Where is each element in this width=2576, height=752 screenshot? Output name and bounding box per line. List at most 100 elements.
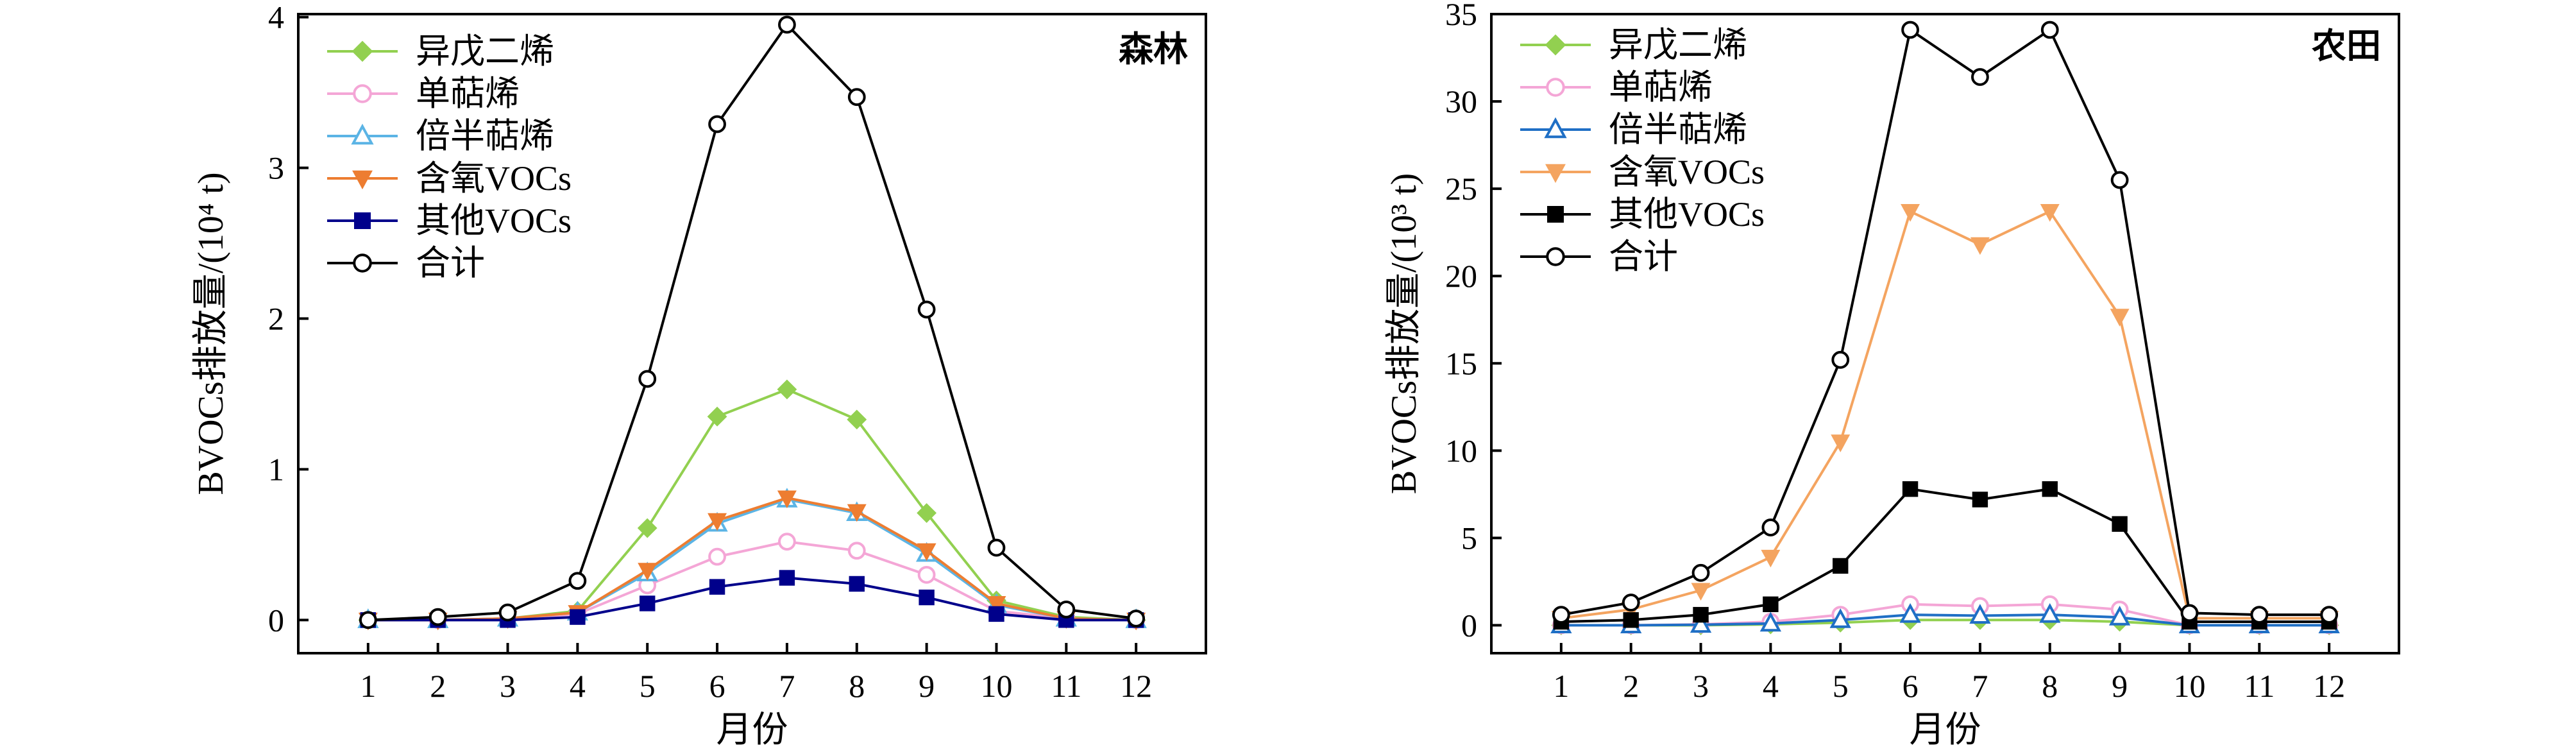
series-line: [368, 498, 1137, 622]
data-point: [2040, 204, 2060, 222]
y-tick-label: 0: [1461, 607, 1477, 643]
series-line: [368, 576, 1137, 622]
data-point: [568, 572, 587, 590]
data-point: [708, 547, 726, 566]
data-point: [359, 611, 377, 629]
data-point: [2320, 606, 2339, 624]
data-point: [1899, 602, 1921, 623]
y-tick-label: 15: [1445, 345, 1477, 381]
legend-marker: [1546, 78, 1565, 97]
data-point: [570, 609, 586, 625]
legend-marker: [1545, 164, 1566, 184]
y-tick-label: 30: [1445, 83, 1477, 119]
x-tick-label: 12: [1120, 668, 1152, 704]
data-point: [2042, 481, 2058, 497]
series-1: [358, 379, 1146, 630]
data-point: [1127, 610, 1146, 628]
y-axis-title: BVOCs排放量/(10⁴ t): [191, 172, 231, 495]
data-point: [1969, 604, 1991, 624]
data-point: [638, 370, 657, 388]
x-tick-label: 8: [2042, 668, 2058, 704]
legend-marker: [351, 123, 374, 145]
y-tick-label: 5: [1461, 520, 1477, 556]
legend-marker: [352, 170, 373, 190]
series-6: [1552, 21, 2339, 624]
x-tick-label: 6: [709, 668, 725, 704]
legend-label: 其他VOCs: [1609, 195, 1765, 234]
data-point: [917, 300, 936, 319]
series-3: [357, 488, 1147, 628]
data-point: [917, 503, 937, 523]
data-point: [1057, 600, 1076, 619]
data-point: [638, 563, 657, 581]
data-point: [707, 406, 727, 427]
data-point: [2108, 606, 2131, 626]
data-point: [709, 579, 725, 595]
x-tick-label: 12: [2313, 668, 2345, 704]
x-tick-label: 4: [570, 668, 586, 704]
data-point: [1970, 237, 1990, 255]
data-point: [640, 595, 656, 611]
legend-label: 合计: [416, 244, 485, 282]
data-point: [1829, 608, 1851, 628]
legend-label: 倍半萜烯: [1609, 110, 1747, 149]
data-point: [708, 115, 726, 133]
x-tick-label: 5: [1833, 668, 1849, 704]
legend-marker: [1544, 117, 1567, 139]
y-tick-label: 10: [1445, 432, 1477, 468]
legend-label: 合计: [1609, 237, 1678, 276]
data-point: [847, 542, 866, 560]
data-point: [2112, 516, 2128, 532]
data-point: [847, 88, 866, 107]
data-point: [2110, 171, 2129, 189]
panel-label: 森林: [1119, 30, 1188, 69]
x-tick-label: 3: [500, 668, 516, 704]
data-point: [919, 589, 935, 606]
x-tick-label: 9: [2112, 668, 2128, 704]
legend-label: 含氧VOCs: [1609, 153, 1765, 191]
x-tick-label: 2: [430, 668, 446, 704]
x-tick-label: 4: [1763, 668, 1779, 704]
x-axis-title: 月份: [716, 710, 788, 749]
series-line: [1561, 613, 2330, 627]
series-line: [368, 496, 1137, 622]
x-tick-label: 6: [1902, 668, 1919, 704]
data-point: [708, 513, 727, 531]
series-5: [1553, 481, 2337, 630]
data-point: [1623, 612, 1639, 628]
x-tick-label: 5: [640, 668, 656, 704]
data-point: [1972, 491, 1988, 508]
data-point: [1693, 606, 1709, 623]
x-tick-label: 1: [360, 668, 376, 704]
data-point: [777, 379, 797, 400]
plot-frame: [297, 13, 1207, 654]
x-tick-label: 1: [1553, 668, 1569, 704]
data-point: [1761, 518, 1780, 536]
data-point: [1901, 21, 1919, 39]
data-point: [1552, 606, 1570, 624]
y-tick-label: 20: [1445, 258, 1477, 294]
data-point: [637, 518, 657, 538]
data-point: [2039, 602, 2061, 623]
x-axis-title: 月份: [1910, 710, 1981, 749]
x-tick-label: 11: [2244, 668, 2275, 704]
data-point: [778, 15, 796, 34]
data-point: [779, 570, 795, 586]
y-tick-label: 25: [1445, 171, 1477, 207]
data-point: [847, 504, 867, 522]
data-point: [777, 490, 797, 509]
legend-label: 倍半萜烯: [416, 117, 554, 155]
x-tick-label: 3: [1693, 668, 1709, 704]
data-point: [1691, 583, 1711, 601]
data-point: [1831, 434, 1851, 452]
legend-label: 单萜烯: [1609, 68, 1713, 107]
data-point: [1622, 594, 1640, 611]
series-line: [1561, 209, 2330, 620]
data-point: [987, 595, 1006, 614]
